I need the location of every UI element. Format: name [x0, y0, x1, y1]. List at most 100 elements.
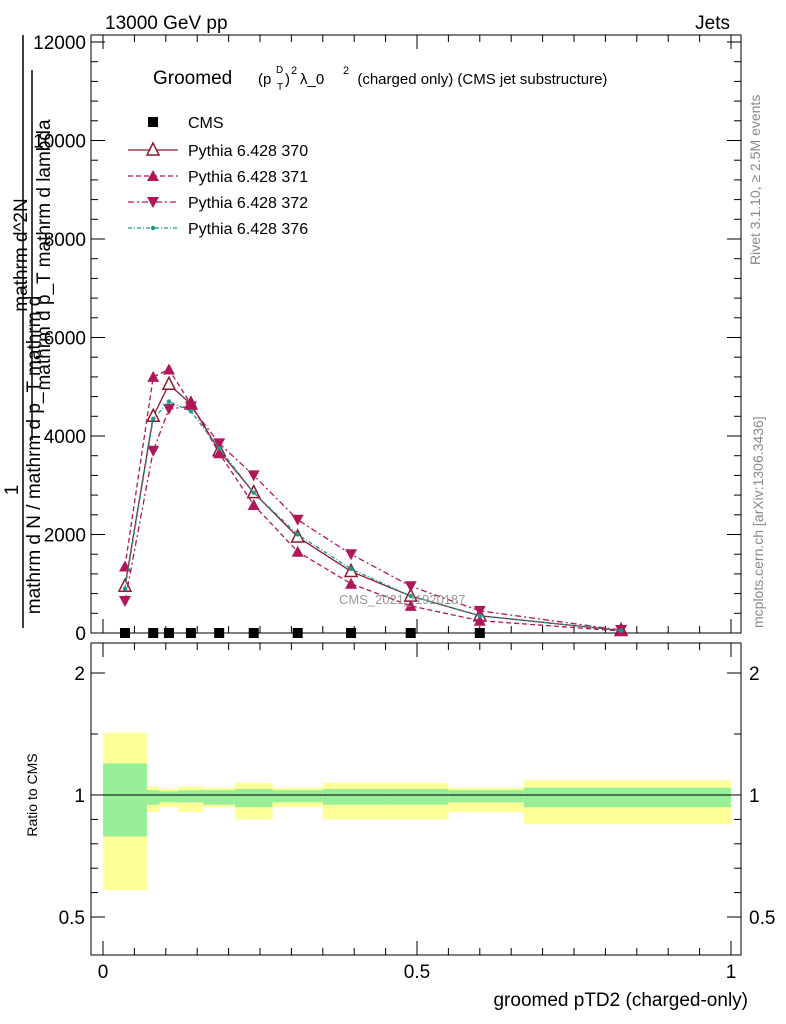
ratio-y-tick-label: 2: [74, 664, 85, 685]
series-marker: [162, 403, 175, 415]
y-axis-label: mathrm d^2N mathrm d p_T mathrm d lambda…: [2, 35, 55, 628]
x-axis-label: groomed pTD2 (charged-only): [493, 990, 748, 1011]
series-marker: [404, 599, 417, 611]
legend-marker: [147, 170, 159, 181]
ylabel-denominator: mathrm d N / mathrm d p_T mathrm d: [24, 296, 45, 615]
cms-data-point: [248, 628, 259, 638]
header-right: Jets: [695, 13, 730, 34]
legend-label: Pythia 6.428 371: [188, 169, 308, 186]
cms-data-point: [346, 628, 357, 638]
legend-marker: [145, 141, 161, 156]
ylabel-prefix: 1: [2, 485, 23, 496]
series-marker: [166, 399, 172, 404]
ratio-band-inner: [234, 788, 273, 808]
cms-data-point: [119, 628, 130, 638]
chart-title-paren: ): [285, 71, 290, 88]
watermark: CMS_2021_I1920187: [339, 592, 466, 607]
series-marker: [151, 416, 156, 421]
chart-title-sup-d: D: [276, 65, 283, 76]
ratio-band-inner: [103, 763, 147, 837]
legend-marker: [150, 225, 156, 231]
series-marker: [161, 375, 177, 391]
series-marker: [247, 498, 260, 510]
y-tick-label: 12000: [33, 33, 86, 54]
ratio-band-inner: [146, 790, 160, 805]
series-marker: [291, 514, 304, 526]
series-marker: [404, 581, 417, 593]
y-tick-label: 10000: [33, 132, 86, 153]
series-marker: [348, 566, 354, 572]
ylabel-line2: mathrm d p_T mathrm d lambda: [34, 119, 55, 390]
chart-title-tail: (charged only) (CMS jet substructure): [349, 71, 607, 88]
ratio-y-tick-label-right: 2: [749, 664, 760, 685]
series-marker: [251, 490, 256, 495]
legend-marker-cms: [148, 117, 158, 127]
series-marker: [247, 470, 260, 482]
y-tick-label: 0: [75, 624, 86, 645]
legend-label: CMS: [188, 115, 224, 132]
series-marker: [147, 370, 160, 382]
cms-data-point: [292, 628, 303, 638]
series-marker: [295, 532, 300, 537]
ratio-band-inner: [322, 788, 386, 805]
ratio-y-tick-label: 1: [74, 786, 85, 807]
ratio-axes: 0.5 0.5 1 1 2 2 0 0.5 1: [59, 642, 775, 983]
y-tick-label: 2000: [44, 526, 86, 547]
ratio-y-tick-label-right: 1: [749, 786, 760, 807]
chart-title-p: (p: [258, 71, 271, 88]
series-marker: [213, 438, 226, 450]
chart-title-sup-2: 2: [291, 65, 297, 77]
cms-data-point: [148, 628, 159, 638]
series-layer: [117, 363, 629, 638]
series-marker: [618, 628, 624, 633]
cms-data-point: [474, 628, 485, 638]
x-tick-label: 1: [726, 962, 737, 983]
legend-label: Pythia 6.428 372: [188, 195, 308, 212]
ratio-bands: [103, 732, 731, 891]
ratio-ylabel: Ratio to CMS: [24, 753, 40, 836]
ratio-band-inner: [448, 790, 524, 803]
x-tick-label: 0: [98, 962, 109, 983]
legend: CMS Pythia 6.428 370 Pythia 6.428 371 Pythi…: [128, 115, 308, 238]
chart-title-main: Groomed: [153, 68, 232, 89]
ratio-band-inner: [272, 790, 323, 803]
series-marker: [146, 407, 161, 423]
series-marker: [147, 445, 160, 457]
cms-data-point: [405, 628, 416, 638]
y-tick-label: 6000: [44, 329, 86, 350]
ratio-band-inner: [385, 788, 449, 805]
series-marker: [162, 363, 175, 375]
legend-label: Pythia 6.428 376: [188, 221, 308, 238]
ylabel-line1: mathrm d^2N: [11, 198, 32, 311]
main-frame: [90, 34, 742, 634]
side-rivet: Rivet 3.1.10, ≥ 2.5M events: [747, 95, 763, 265]
legend-marker: [147, 197, 159, 208]
series-marker: [188, 409, 194, 414]
series-marker: [473, 605, 486, 617]
chart-title-sup-2b: 2: [343, 65, 349, 77]
cms-data-point: [185, 628, 196, 638]
series-marker: [184, 401, 197, 413]
y-tick-label: 4000: [44, 427, 86, 448]
series-marker: [473, 614, 486, 626]
chart-title-rest: λ_0: [300, 71, 324, 88]
series-marker: [118, 595, 131, 607]
ratio-y-tick-label-right: 0.5: [749, 908, 775, 929]
cms-data-point: [214, 628, 225, 638]
series-marker: [291, 545, 304, 557]
x-tick-label: 0.5: [404, 962, 430, 983]
series-marker: [345, 577, 358, 589]
series-marker: [216, 446, 222, 451]
y-tick-label: 8000: [44, 230, 86, 251]
ratio-frame: [90, 642, 742, 956]
header-left: 13000 GeV pp: [105, 13, 228, 34]
series-marker: [122, 586, 128, 591]
ratio-y-tick-label: 0.5: [59, 908, 85, 929]
main-axes: 0 2000 4000 6000 8000 10000 12000: [33, 33, 742, 645]
series-marker: [345, 549, 358, 561]
series-marker: [213, 447, 226, 459]
chart-title-sub-t: T: [277, 82, 283, 93]
side-mcplots: mcplots.cern.ch [arXiv:1306.3436]: [750, 416, 766, 628]
legend-label: Pythia 6.428 370: [188, 143, 308, 160]
ratio-band-inner: [203, 790, 235, 805]
